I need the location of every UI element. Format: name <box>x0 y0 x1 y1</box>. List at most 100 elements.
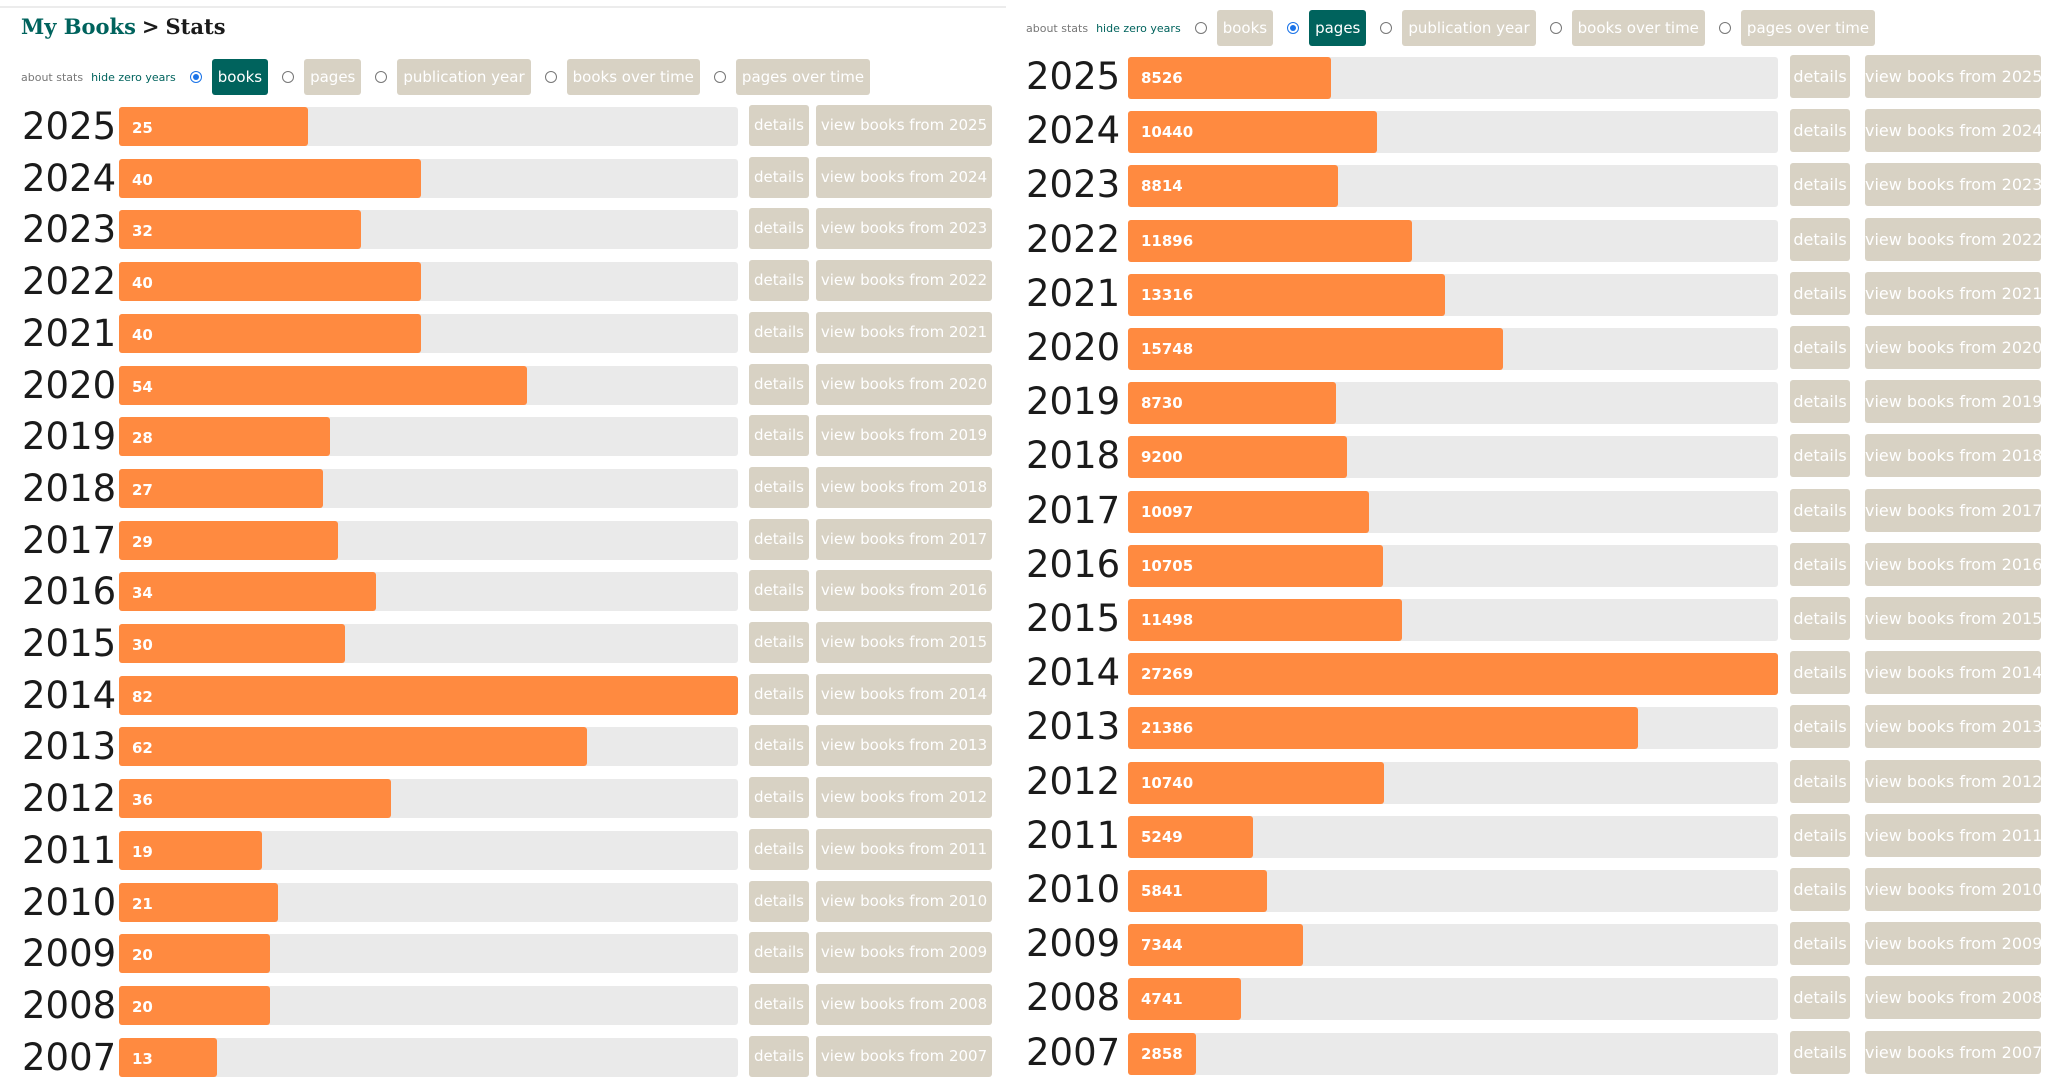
books-option[interactable]: books <box>1216 10 1274 46</box>
details-button[interactable]: details <box>749 105 809 146</box>
details-button[interactable]: details <box>1790 55 1850 98</box>
details-button[interactable]: details <box>749 622 809 663</box>
details-button[interactable]: details <box>1790 976 1850 1020</box>
hide-zero-years-link[interactable]: hide zero years <box>91 70 176 84</box>
details-button[interactable]: details <box>1790 651 1850 695</box>
view-books-from-year-button[interactable]: view books from 2011 <box>816 828 992 870</box>
view-books-from-year-button[interactable]: view books from 2008 <box>1865 976 2042 1020</box>
bar-value-label: 20 <box>132 997 153 1016</box>
view-books-from-year-button[interactable]: view books from 2022 <box>1865 217 2042 261</box>
hide-zero-years-link[interactable]: hide zero years <box>1096 21 1181 35</box>
publication-year-radio[interactable] <box>375 71 388 83</box>
publication-year-option[interactable]: publication year <box>1402 10 1536 46</box>
details-button[interactable]: details <box>749 983 809 1025</box>
view-books-from-year-button[interactable]: view books from 2020 <box>1865 326 2042 369</box>
view-books-from-year-button[interactable]: view books from 2010 <box>1865 868 2042 911</box>
view-books-from-year-button[interactable]: view books from 2016 <box>1865 542 2042 586</box>
view-books-from-year-button[interactable]: view books from 2021 <box>816 311 992 353</box>
details-button[interactable]: details <box>749 828 809 870</box>
details-button[interactable]: details <box>1790 326 1850 369</box>
pages-over-time-option[interactable]: pages over time <box>735 59 871 95</box>
details-button[interactable]: details <box>1790 380 1850 424</box>
view-books-from-year-button[interactable]: view books from 2013 <box>816 725 992 767</box>
view-books-from-year-button[interactable]: view books from 2024 <box>816 156 992 198</box>
details-button[interactable]: details <box>1790 922 1850 966</box>
details-button[interactable]: details <box>749 518 809 560</box>
view-books-from-year-button[interactable]: view books from 2018 <box>1865 434 2042 478</box>
details-button[interactable]: details <box>749 880 809 922</box>
breadcrumb-my-books-link[interactable]: My Books <box>21 14 136 39</box>
details-button[interactable]: details <box>1790 109 1850 153</box>
view-books-from-year-button[interactable]: view books from 2012 <box>816 777 992 819</box>
pages-radio[interactable] <box>282 71 295 83</box>
details-button[interactable]: details <box>1790 434 1850 478</box>
view-books-from-year-button[interactable]: view books from 2008 <box>816 983 992 1025</box>
details-button[interactable]: details <box>749 363 809 405</box>
books-over-time-radio[interactable] <box>544 71 557 83</box>
view-books-from-year-button[interactable]: view books from 2025 <box>816 105 992 146</box>
details-button[interactable]: details <box>1790 163 1850 207</box>
details-button[interactable]: details <box>1790 1030 1850 1074</box>
publication-year-radio[interactable] <box>1380 22 1393 34</box>
details-button[interactable]: details <box>749 311 809 353</box>
view-books-from-year-button[interactable]: view books from 2024 <box>1865 109 2042 153</box>
details-button[interactable]: details <box>749 570 809 612</box>
pages-radio[interactable] <box>1287 22 1300 34</box>
details-button[interactable]: details <box>1790 705 1850 749</box>
view-books-from-year-button[interactable]: view books from 2019 <box>816 415 992 457</box>
details-button[interactable]: details <box>749 156 809 198</box>
details-button[interactable]: details <box>749 725 809 767</box>
books-option[interactable]: books <box>211 59 269 95</box>
view-books-from-year-button[interactable]: view books from 2014 <box>816 673 992 715</box>
view-books-from-year-button[interactable]: view books from 2014 <box>1865 651 2042 695</box>
books-radio[interactable] <box>189 71 202 83</box>
details-button[interactable]: details <box>1790 271 1850 315</box>
details-button[interactable]: details <box>1790 759 1850 803</box>
view-books-from-year-button[interactable]: view books from 2023 <box>1865 163 2042 207</box>
details-button[interactable]: details <box>749 777 809 819</box>
details-button[interactable]: details <box>749 260 809 302</box>
pages-over-time-radio[interactable] <box>713 71 726 83</box>
pages-over-time-radio[interactable] <box>1718 22 1731 34</box>
view-books-from-year-button[interactable]: view books from 2019 <box>1865 380 2042 424</box>
view-books-from-year-button[interactable]: view books from 2021 <box>1865 271 2042 315</box>
view-books-from-year-button[interactable]: view books from 2010 <box>816 880 992 922</box>
view-books-from-year-button[interactable]: view books from 2009 <box>1865 922 2042 966</box>
details-button[interactable]: details <box>1790 868 1850 911</box>
view-books-from-year-button[interactable]: view books from 2022 <box>816 260 992 302</box>
view-books-from-year-button[interactable]: view books from 2013 <box>1865 705 2042 749</box>
details-button[interactable]: details <box>749 208 809 250</box>
details-button[interactable]: details <box>749 415 809 457</box>
pages-option[interactable]: pages <box>304 59 362 95</box>
details-button[interactable]: details <box>1790 813 1850 857</box>
view-books-from-year-button[interactable]: view books from 2020 <box>816 363 992 405</box>
pages-option[interactable]: pages <box>1309 10 1367 46</box>
view-books-from-year-button[interactable]: view books from 2007 <box>1865 1030 2042 1074</box>
view-books-from-year-button[interactable]: view books from 2016 <box>816 570 992 612</box>
view-books-from-year-button[interactable]: view books from 2011 <box>1865 813 2042 857</box>
books-over-time-option[interactable]: books over time <box>566 59 700 95</box>
books-radio[interactable] <box>1194 22 1207 34</box>
view-books-from-year-button[interactable]: view books from 2015 <box>816 622 992 663</box>
view-books-from-year-button[interactable]: view books from 2023 <box>816 208 992 250</box>
details-button[interactable]: details <box>1790 488 1850 532</box>
view-books-from-year-button[interactable]: view books from 2007 <box>816 1035 992 1077</box>
details-button[interactable]: details <box>749 466 809 508</box>
details-button[interactable]: details <box>1790 542 1850 586</box>
pages-over-time-option[interactable]: pages over time <box>1740 10 1876 46</box>
details-button[interactable]: details <box>1790 597 1850 640</box>
view-books-from-year-button[interactable]: view books from 2018 <box>816 466 992 508</box>
view-books-from-year-button[interactable]: view books from 2009 <box>816 932 992 974</box>
details-button[interactable]: details <box>749 673 809 715</box>
details-button[interactable]: details <box>749 932 809 974</box>
books-over-time-option[interactable]: books over time <box>1571 10 1705 46</box>
details-button[interactable]: details <box>749 1035 809 1077</box>
view-books-from-year-button[interactable]: view books from 2017 <box>1865 488 2042 532</box>
books-over-time-radio[interactable] <box>1549 22 1562 34</box>
view-books-from-year-button[interactable]: view books from 2017 <box>816 518 992 560</box>
view-books-from-year-button[interactable]: view books from 2015 <box>1865 597 2042 640</box>
view-books-from-year-button[interactable]: view books from 2025 <box>1865 55 2042 98</box>
view-books-from-year-button[interactable]: view books from 2012 <box>1865 759 2042 803</box>
publication-year-option[interactable]: publication year <box>397 59 531 95</box>
details-button[interactable]: details <box>1790 217 1850 261</box>
